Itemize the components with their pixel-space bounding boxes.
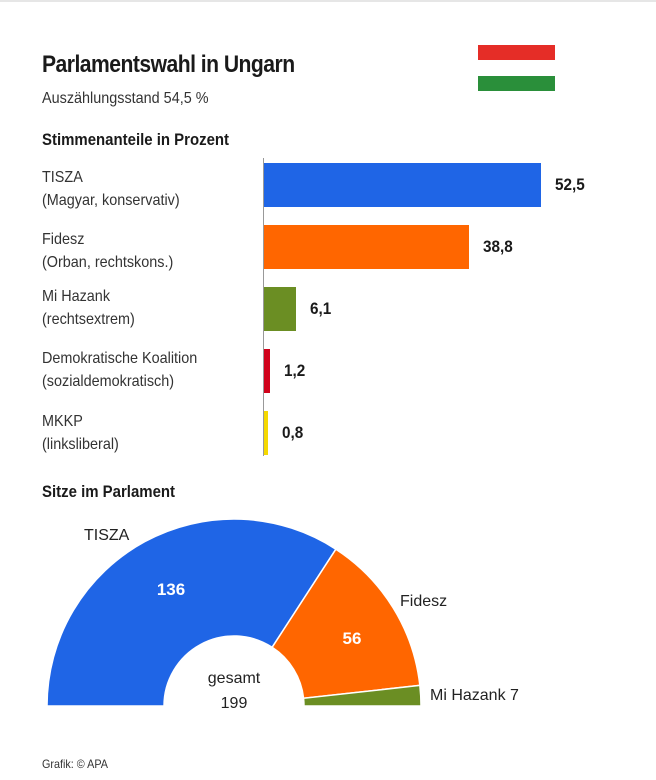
bar-label-name: Demokratische Koalition [42,350,198,367]
bar-value-mi-hazank: 6,1 [310,299,332,318]
seat-total-value: 199 [221,695,248,712]
bar-label-name: MKKP [42,413,83,430]
bar-label-name: TISZA [42,169,83,186]
bar-demokratische-koalition [264,349,271,393]
bar-label-fidesz: Fidesz (Orban, rechtskons.) [42,228,173,274]
bar-value-demokratische-koalition: 1,2 [284,361,306,380]
bar-label-demokratische-koalition: Demokratische Koalition (sozialdemokrati… [42,347,197,393]
bar-label-detail: (sozialdemokratisch) [42,373,175,390]
bar-label-mkkp: MKKP (linksliberal) [42,410,119,456]
flag-stripe-green [478,75,555,91]
top-divider [0,0,656,2]
flag-stripe-white [478,60,555,76]
bar-label-detail: (Magyar, konservativ) [42,192,180,209]
seat-value-fidesz: 56 [343,629,362,648]
hungary-flag-icon [478,45,555,91]
bar-label-name: Mi Hazank [42,288,111,305]
chart-subtitle: Auszählungsstand 54,5 % [42,90,209,107]
bar-value-fidesz: 38,8 [482,237,513,256]
seat-label-mi-hazank: Mi Hazank 7 [430,687,519,704]
bar-tisza [264,163,542,207]
bar-label-mi-hazank: Mi Hazank (rechtsextrem) [42,285,135,331]
seat-value-tisza: 136 [157,580,185,599]
seat-slices [46,518,422,707]
bar-value-mkkp: 0,8 [282,423,304,442]
seat-label-fidesz: Fidesz [400,593,447,610]
bar-value-tisza: 52,5 [555,175,586,194]
seat-slice-mi-hazank [302,684,422,707]
flag-stripe-red [478,45,555,61]
seat-chart-title: Sitze im Parlament [42,482,176,501]
seat-slice-tisza [46,518,337,707]
bar-axis-line [263,158,264,456]
chart-title: Parlamentswahl in Ungarn [42,51,295,78]
seat-hemicycle-chart: gesamt 199 TISZA Fidesz Mi Hazank 7 136 … [46,518,519,712]
bar-label-detail: (rechtsextrem) [42,311,135,328]
bar-mi-hazank [264,287,297,331]
bar-label-tisza: TISZA (Magyar, konservativ) [42,166,180,212]
credit-text: Grafik: © APA [42,757,108,771]
seat-total-label: gesamt [208,670,261,687]
bar-label-detail: (linksliberal) [42,436,119,453]
bar-chart-title: Stimmenanteile in Prozent [42,130,230,149]
seat-slice-fidesz [271,548,421,700]
bar-label-detail: (Orban, rechtskons.) [42,254,174,271]
bar-label-name: Fidesz [42,231,85,248]
bar-mkkp [264,411,269,455]
bar-fidesz [264,225,469,269]
seat-label-tisza: TISZA [84,527,130,544]
